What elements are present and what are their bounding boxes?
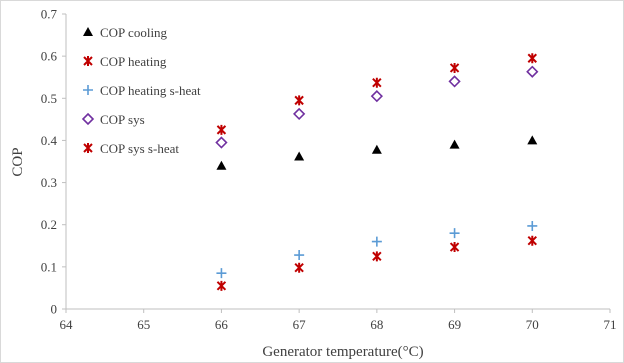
legend-marker bbox=[81, 112, 95, 126]
x-tick-label: 69 bbox=[448, 317, 461, 332]
data-point bbox=[526, 65, 539, 78]
data-point bbox=[448, 75, 461, 88]
data-point bbox=[372, 77, 382, 88]
y-tick-label: 0.6 bbox=[41, 49, 58, 64]
data-point bbox=[527, 235, 537, 246]
data-point bbox=[294, 262, 304, 273]
series-3 bbox=[216, 220, 538, 279]
data-point bbox=[294, 151, 305, 161]
x-tick-label: 64 bbox=[60, 317, 74, 332]
data-point bbox=[527, 135, 538, 145]
data-point bbox=[370, 90, 383, 103]
data-point bbox=[294, 250, 305, 261]
data-point bbox=[215, 136, 228, 149]
legend-label: COP cooling bbox=[100, 25, 168, 40]
series-5 bbox=[216, 235, 537, 291]
data-point bbox=[449, 139, 460, 149]
legend-item: COP sys s-heat bbox=[83, 141, 179, 156]
legend-label: COP heating s-heat bbox=[100, 83, 201, 98]
y-tick-label: 0 bbox=[51, 302, 58, 317]
data-point bbox=[449, 228, 460, 239]
x-axis-label: Generator temperature(°C) bbox=[262, 344, 423, 360]
x-tick-label: 68 bbox=[370, 317, 383, 332]
data-point bbox=[293, 107, 306, 121]
legend-marker bbox=[83, 143, 93, 153]
data-point bbox=[527, 220, 538, 231]
legend: COP cooling COP heating COP heating s-heat… bbox=[81, 25, 201, 156]
data-point bbox=[216, 280, 227, 291]
legend-label: COP sys s-heat bbox=[100, 141, 179, 156]
data-point bbox=[527, 53, 537, 64]
y-tick-label: 0.2 bbox=[41, 217, 57, 232]
x-tick-label: 65 bbox=[137, 317, 150, 332]
legend-marker bbox=[83, 27, 93, 36]
series-2 bbox=[216, 53, 537, 135]
data-point bbox=[449, 242, 460, 253]
x-tick-label: 66 bbox=[215, 317, 229, 332]
legend-item: COP heating s-heat bbox=[83, 83, 201, 98]
y-tick-label: 0.1 bbox=[41, 259, 57, 274]
series-4 bbox=[215, 65, 539, 149]
series-1 bbox=[216, 135, 538, 170]
data-point bbox=[449, 62, 460, 73]
x-tick-label: 71 bbox=[604, 317, 617, 332]
axes: 64 65 66 67 68 69 70 71 0 0.1 0.2 0.3 0.4 0.5 0.6 0.7 bbox=[41, 7, 617, 333]
legend-item: COP sys bbox=[81, 112, 145, 127]
data-point bbox=[371, 144, 382, 154]
x-tick-label: 70 bbox=[526, 317, 539, 332]
y-tick-label: 0.7 bbox=[41, 7, 58, 22]
data-marks bbox=[215, 53, 539, 291]
legend-label: COP sys bbox=[100, 112, 145, 127]
data-point bbox=[216, 268, 227, 279]
y-tick-label: 0.4 bbox=[41, 133, 58, 148]
data-point bbox=[216, 160, 227, 170]
y-axis-label: COP bbox=[10, 147, 26, 176]
data-point bbox=[371, 236, 382, 247]
data-point bbox=[294, 95, 304, 106]
x-tick-label: 67 bbox=[293, 317, 307, 332]
legend-item: COP cooling bbox=[83, 25, 168, 40]
legend-label: COP heating bbox=[100, 54, 167, 69]
data-point bbox=[372, 251, 382, 262]
legend-marker bbox=[83, 56, 93, 66]
y-tick-label: 0.3 bbox=[41, 175, 57, 190]
legend-marker bbox=[83, 85, 93, 95]
data-point bbox=[216, 124, 227, 135]
y-tick-label: 0.5 bbox=[41, 91, 57, 106]
legend-item: COP heating bbox=[83, 54, 167, 69]
